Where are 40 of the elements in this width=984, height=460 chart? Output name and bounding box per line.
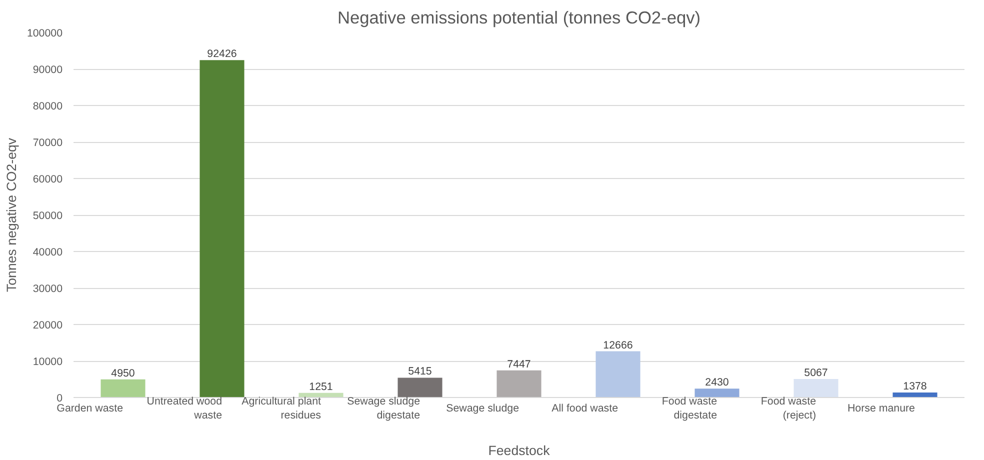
bar xyxy=(200,60,244,398)
x-tick-label: Food waste digestate xyxy=(662,395,718,422)
bar xyxy=(892,392,938,398)
y-axis-title: Tonnes negative CO2-eqv xyxy=(4,138,19,292)
x-tick-label: Food waste (reject) xyxy=(760,395,816,422)
bar xyxy=(398,378,442,398)
y-tick-label: 0 xyxy=(56,392,63,404)
bar xyxy=(596,351,640,398)
y-tick-label: 30000 xyxy=(32,283,63,295)
y-tick-label: 80000 xyxy=(32,100,63,112)
x-tick-label: All food waste xyxy=(552,402,618,414)
x-tick-label: Sewage sludge xyxy=(446,402,520,414)
x-tick-label: Horse manure xyxy=(847,402,916,414)
x-tick-label: Sewage sludge digestate xyxy=(347,395,420,422)
y-tick-label: 100000 xyxy=(26,28,63,40)
data-label: 2430 xyxy=(705,376,729,389)
chart-title: Negative emissions potential (tonnes CO2-eqv) xyxy=(337,8,701,28)
data-label: 4950 xyxy=(111,367,135,380)
bar xyxy=(794,379,838,398)
y-tick-label: 60000 xyxy=(32,174,63,186)
y-tick-label: 40000 xyxy=(32,246,63,258)
x-tick-label: Untreated wood waste xyxy=(146,395,222,422)
data-label: 5067 xyxy=(804,367,828,380)
x-tick-label: Garden waste xyxy=(56,402,124,414)
x-axis-title: Feedstock xyxy=(488,442,550,458)
y-tick-label: 90000 xyxy=(32,64,63,76)
data-label: 1378 xyxy=(903,380,927,392)
y-tick-label: 10000 xyxy=(32,356,63,368)
bar xyxy=(694,388,740,398)
y-tick-label: 50000 xyxy=(32,210,63,222)
data-label: 12666 xyxy=(603,339,633,352)
data-label: 5415 xyxy=(408,366,432,378)
data-label: 1251 xyxy=(309,380,333,393)
bar xyxy=(100,379,146,398)
data-label: 7447 xyxy=(507,358,531,370)
x-tick-label: Agricultural plant residues xyxy=(242,395,322,422)
y-tick-label: 20000 xyxy=(32,320,63,332)
data-label: 92426 xyxy=(207,48,237,60)
y-tick-label: 70000 xyxy=(32,137,63,149)
bar xyxy=(496,370,542,398)
